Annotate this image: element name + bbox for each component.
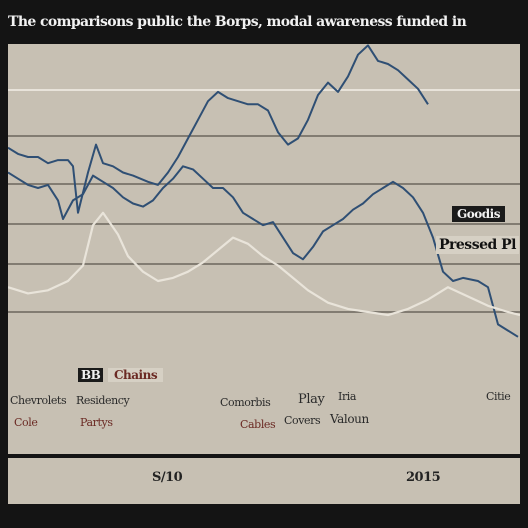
- annotation-label: Comorbis: [220, 396, 271, 409]
- annotation-label: Valoun: [330, 412, 369, 426]
- annotation-label: Partys: [80, 416, 113, 429]
- x-tick-label: 2015: [406, 470, 441, 485]
- annotation-label: Covers: [284, 414, 321, 427]
- series-line-0: [8, 44, 429, 214]
- line-chart: [8, 44, 520, 338]
- annotation-label: Citie: [486, 390, 511, 403]
- annotation-label: Cables: [240, 418, 276, 431]
- annotation-label: Iria: [338, 390, 357, 403]
- x-tick-label: S/10: [152, 470, 183, 485]
- annotation-label: Cole: [14, 416, 38, 429]
- plot-area: Goodis Pressed Pl BB Chains Chevrolets R…: [8, 44, 520, 454]
- annotation-label: Residency: [76, 394, 130, 407]
- x-axis: S/10 2015: [8, 458, 520, 504]
- annotation-label: Play: [298, 392, 325, 407]
- legend-entry-pressed: Pressed Pl: [436, 236, 519, 254]
- annotation-label: Chevrolets: [10, 394, 67, 407]
- chart-title: The comparisons public the Borps, modal …: [8, 14, 467, 30]
- legend-entry-chains: Chains: [108, 368, 164, 382]
- series-line-1: [8, 165, 519, 338]
- legend-entry-goodis: Goodis: [452, 206, 505, 222]
- series-line-2: [8, 211, 520, 317]
- legend-entry-bb: BB: [78, 368, 104, 382]
